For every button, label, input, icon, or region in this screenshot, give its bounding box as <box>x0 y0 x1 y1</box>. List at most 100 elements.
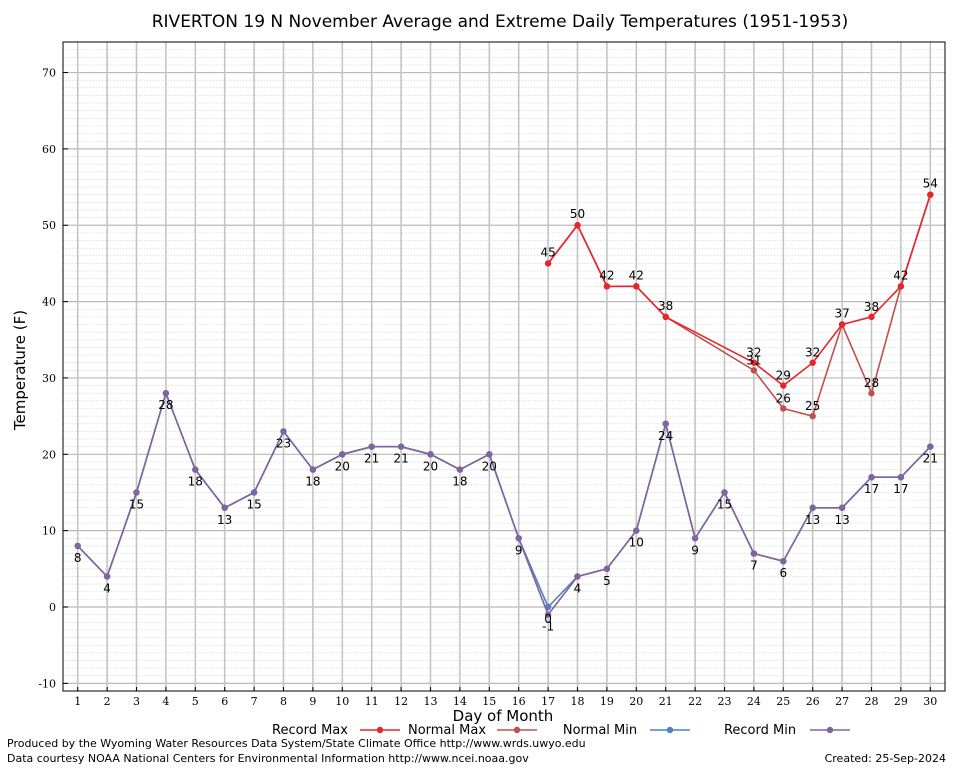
data-label: 31 <box>746 353 761 367</box>
record-max-point <box>544 260 552 267</box>
data-label: 42 <box>893 268 908 282</box>
data-label: 42 <box>599 268 614 282</box>
record-min-point <box>486 451 493 458</box>
legend-marker-normal-max <box>513 726 521 734</box>
x-tick-label: 5 <box>192 695 199 708</box>
record-max-point <box>750 359 758 366</box>
x-axis-label: Day of Month <box>453 707 554 725</box>
x-tick-label: 11 <box>365 695 379 708</box>
data-label: 28 <box>864 376 879 390</box>
footer-produced-by: Produced by the Wyoming Water Resources … <box>7 737 586 750</box>
x-tick-label: 24 <box>747 695 761 708</box>
x-tick-label: 18 <box>571 695 585 708</box>
legend-label-record-max: Record Max <box>272 723 348 738</box>
x-tick-label: 21 <box>659 695 673 708</box>
record-min-point <box>103 573 111 580</box>
data-label: 24 <box>658 429 673 443</box>
x-tick-label: 26 <box>806 695 820 708</box>
normal-max-point <box>868 390 875 397</box>
data-label: 17 <box>893 482 908 496</box>
data-label: 8 <box>74 551 82 565</box>
data-label: 25 <box>805 399 820 413</box>
x-tick-label: 9 <box>309 695 316 708</box>
record-min-point <box>574 573 581 580</box>
record-min-point <box>368 443 375 450</box>
data-label: 18 <box>305 475 320 489</box>
record-min-point <box>750 550 758 557</box>
record-max-line <box>547 194 932 387</box>
data-label: 15 <box>129 497 144 511</box>
footer-created: Created: 25-Sep-2024 <box>824 752 946 765</box>
data-label: 20 <box>423 459 438 473</box>
data-label: 21 <box>923 452 938 466</box>
data-label: 21 <box>393 452 408 466</box>
data-label: 17 <box>864 482 879 496</box>
record-max-point <box>868 313 875 321</box>
record-min-point <box>133 489 140 496</box>
y-tick-label: 70 <box>42 67 56 80</box>
x-tick-label: 7 <box>251 695 258 708</box>
record-min-point <box>633 527 640 534</box>
record-min-point <box>339 451 346 458</box>
data-label: 15 <box>246 497 261 511</box>
grid <box>63 41 945 692</box>
y-tick-label: 40 <box>42 296 56 309</box>
data-label: 13 <box>834 513 849 527</box>
data-label: 54 <box>923 177 938 191</box>
x-tick-label: 20 <box>629 695 643 708</box>
x-tick-label: 13 <box>424 695 438 708</box>
x-tick-label: 16 <box>512 695 526 708</box>
y-tick-label: 30 <box>42 372 56 385</box>
record-min-point <box>309 466 317 473</box>
record-min-point <box>456 466 464 473</box>
data-label: 7 <box>750 559 758 573</box>
data-label: 45 <box>540 245 555 259</box>
y-tick-label: 50 <box>42 219 56 232</box>
record-max-point <box>574 222 581 229</box>
record-min-point <box>162 390 170 397</box>
data-label: 18 <box>188 475 203 489</box>
y-tick-label: 0 <box>49 601 56 614</box>
x-tick-label: 30 <box>923 695 937 708</box>
legend-marker-normal-min <box>666 726 674 734</box>
chart-title: RIVERTON 19 N November Average and Extre… <box>152 12 849 32</box>
y-axis-label: Temperature (F) <box>11 310 29 431</box>
data-label: 0 <box>544 612 552 626</box>
x-tick-label: 25 <box>776 695 790 708</box>
y-tick-label: 60 <box>42 143 56 156</box>
record-min-point <box>250 489 258 496</box>
x-tick-label: 8 <box>280 695 287 708</box>
record-max-point <box>603 283 611 290</box>
record-min-point <box>192 466 199 473</box>
record-min-point <box>544 611 552 618</box>
normal-max-point <box>750 367 758 374</box>
record-max-point <box>809 359 816 366</box>
x-tick-label: 23 <box>718 695 732 708</box>
legend-marker-record-min <box>826 726 834 734</box>
data-label: 26 <box>776 391 791 405</box>
data-label: 38 <box>864 300 879 314</box>
normal-max-point <box>809 412 816 420</box>
record-min-point <box>721 489 728 496</box>
record-min-point <box>809 504 816 511</box>
series-group <box>74 191 934 618</box>
data-label: 32 <box>805 346 820 360</box>
x-tick-label: 12 <box>394 695 408 708</box>
data-label: 50 <box>570 207 585 221</box>
data-label: 21 <box>364 452 379 466</box>
record-max-point <box>780 382 787 389</box>
record-min-point <box>74 542 81 550</box>
data-label: 4 <box>574 581 582 595</box>
record-min-point <box>515 535 522 542</box>
data-label: 4 <box>103 581 111 595</box>
data-label: 42 <box>629 268 644 282</box>
data-label: 28 <box>158 398 173 412</box>
data-label: 20 <box>335 459 350 473</box>
footer-data-courtesy: Data courtesy NOAA National Centers for … <box>7 752 529 765</box>
data-label: 9 <box>515 543 523 557</box>
data-label: 10 <box>629 536 644 550</box>
x-tick-label: 17 <box>541 695 555 708</box>
